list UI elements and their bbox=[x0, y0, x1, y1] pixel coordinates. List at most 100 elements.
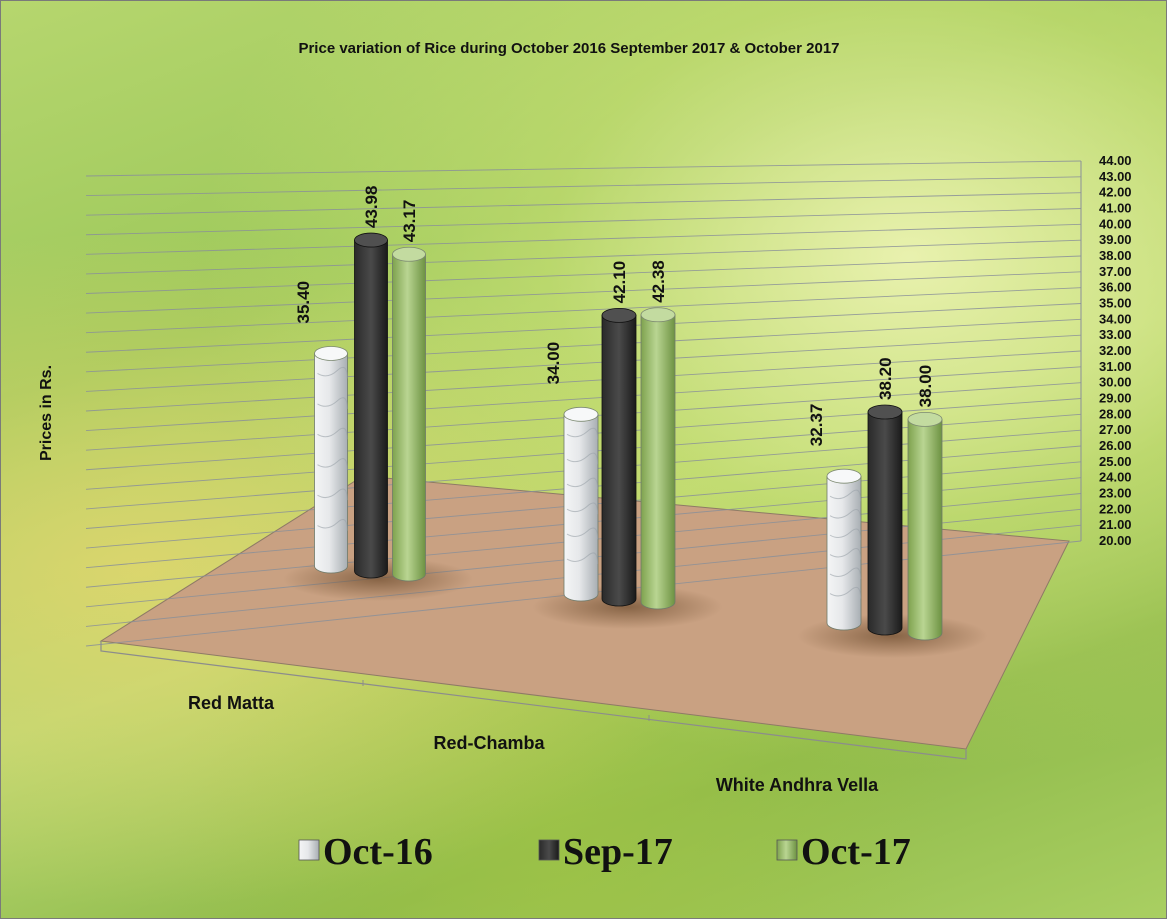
gridline bbox=[85, 239, 1082, 275]
marble-streak bbox=[566, 502, 599, 515]
y-tick-label: 28.00 bbox=[1099, 406, 1132, 421]
gridline bbox=[85, 366, 1082, 432]
bar-top bbox=[826, 468, 862, 484]
bar-body bbox=[314, 353, 348, 574]
bar-top bbox=[314, 346, 348, 361]
y-axis-label: Prices in Rs. bbox=[38, 365, 55, 461]
bar-oct-16-white-andhra-vella bbox=[826, 468, 862, 631]
marble-streak bbox=[566, 552, 599, 565]
data-label: 34.00 bbox=[544, 342, 563, 385]
y-tick-label: 22.00 bbox=[1099, 501, 1132, 516]
category-label: Red Matta bbox=[188, 693, 275, 713]
bar-body bbox=[826, 475, 862, 631]
bar-sep-17-red-chamba bbox=[601, 307, 637, 607]
y-tick-label: 43.00 bbox=[1099, 169, 1132, 184]
legend-swatch bbox=[538, 839, 560, 861]
gridline bbox=[85, 318, 1082, 373]
floor-front-edge bbox=[100, 641, 967, 760]
marble-streak bbox=[829, 489, 862, 502]
gridline bbox=[85, 334, 1082, 392]
marble-streak bbox=[829, 528, 862, 541]
y-tick-label: 29.00 bbox=[1099, 391, 1132, 406]
bar-oct-17-red-matta bbox=[392, 246, 426, 582]
bar-top bbox=[601, 307, 637, 323]
category-label: White Andhra Vella bbox=[716, 775, 879, 795]
marble-streak bbox=[317, 427, 348, 440]
data-label: 43.98 bbox=[362, 186, 381, 229]
bar-body bbox=[392, 253, 426, 582]
chart-title: Price variation of Rice during October 2… bbox=[298, 40, 839, 57]
y-tick-label: 42.00 bbox=[1099, 185, 1132, 200]
bar-top bbox=[354, 232, 388, 248]
y-tick-label: 35.00 bbox=[1099, 296, 1132, 311]
gridline bbox=[85, 303, 1082, 353]
bar-top bbox=[640, 307, 676, 323]
y-tick-label: 37.00 bbox=[1099, 264, 1132, 279]
data-label: 35.40 bbox=[294, 281, 313, 324]
legend-item-oct-16: Oct-16 bbox=[298, 831, 433, 873]
marble-streak bbox=[566, 527, 599, 540]
legend-swatch bbox=[776, 839, 798, 861]
marble-streak bbox=[317, 366, 348, 379]
marble-streak bbox=[317, 458, 348, 470]
y-tick-label: 40.00 bbox=[1099, 216, 1132, 231]
data-label: 38.00 bbox=[916, 365, 935, 408]
y-tick-label: 32.00 bbox=[1099, 343, 1132, 358]
gridline bbox=[85, 350, 1082, 412]
marble-streak bbox=[829, 509, 862, 521]
gridline bbox=[85, 176, 1082, 197]
y-tick-label: 26.00 bbox=[1099, 438, 1132, 453]
y-tick-label: 44.00 bbox=[1099, 153, 1132, 168]
data-label: 43.17 bbox=[400, 200, 419, 243]
gridline bbox=[85, 160, 1082, 177]
y-tick-label: 36.00 bbox=[1099, 280, 1132, 295]
legend-label: Oct-16 bbox=[323, 831, 433, 873]
bar-oct-17-red-chamba bbox=[640, 307, 676, 610]
data-label: 42.38 bbox=[649, 260, 668, 303]
bar-oct-17-white-andhra-vella bbox=[907, 411, 943, 641]
y-tick-label: 33.00 bbox=[1099, 327, 1132, 342]
y-tick-label: 27.00 bbox=[1099, 422, 1132, 437]
gridline bbox=[85, 271, 1082, 314]
bar-sep-17-red-matta bbox=[354, 232, 388, 579]
marble-streak bbox=[317, 518, 348, 531]
y-tick-label: 38.00 bbox=[1099, 248, 1132, 263]
data-label: 38.20 bbox=[876, 357, 895, 400]
y-tick-label: 24.00 bbox=[1099, 470, 1132, 485]
category-label: Red-Chamba bbox=[433, 733, 545, 753]
bar-body bbox=[563, 413, 599, 602]
legend-item-sep-17: Sep-17 bbox=[538, 831, 673, 873]
data-label: 32.37 bbox=[807, 404, 826, 447]
data-label: 42.10 bbox=[610, 261, 629, 304]
y-tick-label: 21.00 bbox=[1099, 517, 1132, 532]
bar-body bbox=[867, 411, 903, 636]
bar-body bbox=[907, 418, 943, 641]
bar-top bbox=[563, 406, 599, 422]
bar-body bbox=[601, 314, 637, 607]
gridline bbox=[85, 208, 1082, 236]
y-tick-label: 41.00 bbox=[1099, 201, 1132, 216]
y-tick-label: 25.00 bbox=[1099, 454, 1132, 469]
gridline bbox=[85, 223, 1082, 255]
bar-body bbox=[354, 239, 388, 579]
y-tick-label: 23.00 bbox=[1099, 486, 1132, 501]
gridline bbox=[85, 255, 1082, 294]
y-tick-label: 39.00 bbox=[1099, 232, 1132, 247]
y-tick-label: 20.00 bbox=[1099, 533, 1132, 548]
legend-swatch bbox=[298, 839, 320, 861]
legend-label: Sep-17 bbox=[563, 831, 673, 873]
gridline bbox=[85, 287, 1082, 334]
y-tick-label: 31.00 bbox=[1099, 359, 1132, 374]
marble-streak bbox=[566, 427, 599, 440]
marble-streak bbox=[317, 488, 348, 501]
bar-oct-16-red-matta bbox=[314, 346, 348, 574]
y-tick-label: 34.00 bbox=[1099, 311, 1132, 326]
bar-top bbox=[907, 411, 943, 427]
bar-top bbox=[392, 246, 426, 262]
marble-streak bbox=[317, 397, 348, 409]
marble-streak bbox=[829, 567, 862, 580]
gridline bbox=[85, 192, 1082, 216]
legend-label: Oct-17 bbox=[801, 831, 911, 873]
bar-top bbox=[867, 404, 903, 420]
